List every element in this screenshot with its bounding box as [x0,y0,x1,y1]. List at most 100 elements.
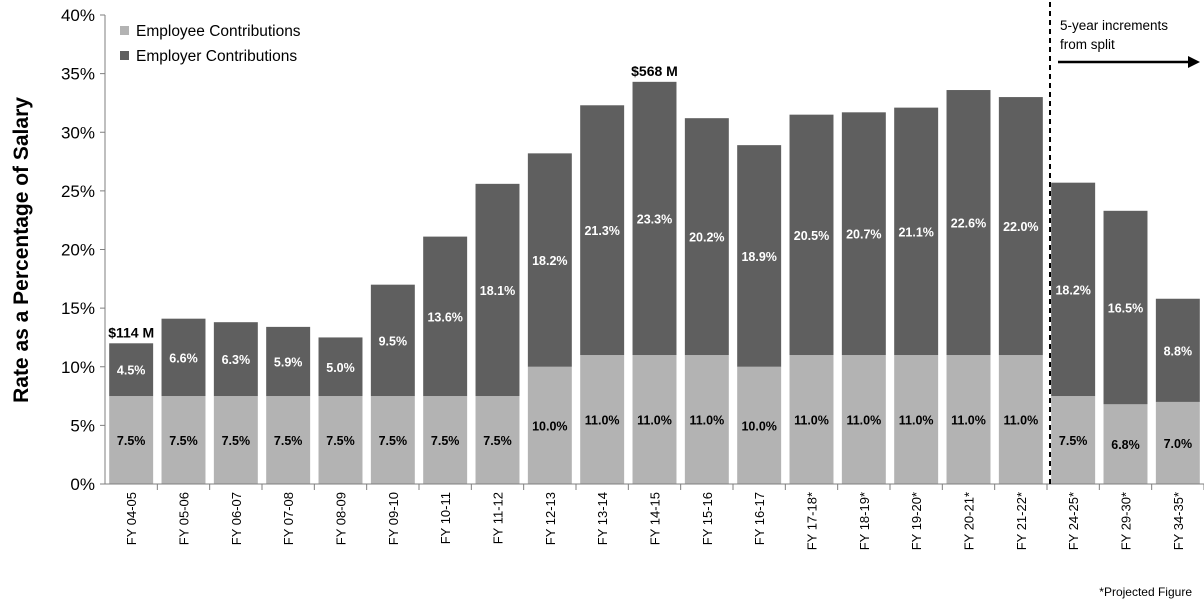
y-tick-label: 0% [70,475,95,494]
annotations: $114 M $568 M [108,63,678,340]
bar-employee [684,355,729,484]
y-axis-title: Rate as a Percentage of Salary [10,97,33,403]
bar-employer [161,318,206,397]
bar-employer [527,153,572,367]
annotation-label: $114 M [108,324,154,340]
annotation-label: $568 M [631,63,678,79]
y-axis: 0% 5% 10% 15% 20% 25% 30% 35% 40% [61,6,106,494]
bar-employee [266,396,311,484]
legend-label-employee: Employee Contributions [136,23,301,40]
x-tick-label: FY 12-13 [543,492,558,545]
data-label-employer: 18.2% [1055,283,1090,297]
x-tick-label: FY 19-20* [909,492,924,550]
bar-employer [475,183,520,397]
data-label-employee: 11.0% [637,414,672,428]
x-tick-label: FY 29-30* [1119,492,1134,550]
data-label-employee: 10.0% [532,419,567,433]
bar-employee [318,396,363,484]
bar-employer [998,97,1043,356]
bar-employer [213,322,258,397]
x-tick-label: FY 11-12 [491,492,506,544]
x-axis: FY 04-05 FY 05-06 FY 06-07 FY 07-08 FY 08-09… [105,483,1204,550]
x-tick-label: FY 18-19* [857,492,872,550]
bar-employer [318,337,363,397]
data-label-employer: 4.5% [117,364,146,378]
y-tick-label: 40% [61,6,95,25]
data-label-employee: 7.5% [222,434,251,448]
y-tick-label: 10% [61,358,95,377]
bar-employee [1103,404,1148,484]
bar-employee [789,355,834,484]
bar-employee [946,355,991,484]
bar-employer [737,145,782,367]
legend-label-employer: Employer Contributions [136,48,297,65]
bar-employee [213,396,258,484]
y-tick-label: 35% [61,65,95,84]
bar-employer [266,326,311,397]
bar-employer [1103,210,1148,405]
x-tick-label: FY 17-18* [805,492,820,550]
data-label-employee: 11.0% [585,414,620,428]
data-label-employer: 18.1% [480,284,515,298]
bar-employee [841,355,886,484]
data-label-employer: 21.1% [898,225,933,239]
data-label-employer: 20.7% [846,228,881,242]
data-label-employer: 8.8% [1164,344,1193,358]
y-tick-label: 5% [70,416,95,435]
data-label-employer: 20.5% [794,229,829,243]
bar-employer [632,81,677,356]
bar-employee [527,366,572,484]
data-label-employee: 7.5% [274,434,303,448]
legend-swatch-employer [120,51,129,60]
legend-swatch-employee [120,26,129,35]
data-label-employer: 16.5% [1108,302,1143,316]
bar-employee [737,366,782,484]
data-label-employer: 20.2% [689,231,724,245]
bars: 7.5% 4.5% 7.5% 6.6% 7.5% 6.3% 7.5% 5.9% 7.5% 5.0%… [109,81,1200,484]
y-tick-label: 15% [61,299,95,318]
data-label-employee: 7.5% [117,434,146,448]
divider-arrow-head [1188,56,1200,68]
x-tick-label: FY 07-08 [281,492,296,545]
x-tick-label: FY 05-06 [177,492,192,545]
data-label-employee: 11.0% [794,414,829,428]
data-label-employer: 22.0% [1003,220,1038,234]
data-label-employee: 11.0% [1003,414,1038,428]
data-label-employer: 5.0% [326,361,355,375]
data-label-employee: 7.5% [379,434,408,448]
bar-employer [894,107,939,356]
data-label-employee: 7.0% [1164,437,1193,451]
divider-text-line-2: from split [1060,37,1115,52]
x-tick-label: FY 14-15 [648,492,663,545]
data-label-employee: 11.0% [846,414,881,428]
divider-text-line-1: 5-year increments [1060,18,1168,33]
y-tick-label: 20% [61,241,95,260]
bar-employee [475,396,520,484]
bar-employee [370,396,415,484]
bar-employer [841,112,886,356]
data-label-employer: 5.9% [274,355,303,369]
bar-employer [370,284,415,397]
y-tick-label: 30% [61,123,95,142]
y-tick-label: 25% [61,182,95,201]
bar-employee [109,396,154,484]
data-label-employee: 7.5% [169,434,198,448]
bar-employer [1155,298,1200,402]
x-tick-label: FY 09-10 [386,492,401,545]
data-label-employer: 6.3% [222,353,251,367]
bar-employee [423,396,468,484]
bar-employer [684,118,729,356]
x-tick-label: FY 34-35* [1171,492,1186,550]
data-label-employer: 22.6% [951,217,986,231]
bar-employee [161,396,206,484]
bar-employee [1155,401,1200,484]
data-label-employee: 7.5% [326,434,355,448]
x-tick-label: FY 15-16 [700,492,715,545]
bar-employee [894,355,939,484]
data-label-employer: 18.9% [741,250,776,264]
data-label-employer: 21.3% [584,224,619,238]
bar-employer [1051,182,1096,397]
legend: Employee Contributions Employer Contribu… [120,23,301,65]
data-label-employee: 11.0% [951,414,986,428]
bar-employee [1051,396,1096,484]
